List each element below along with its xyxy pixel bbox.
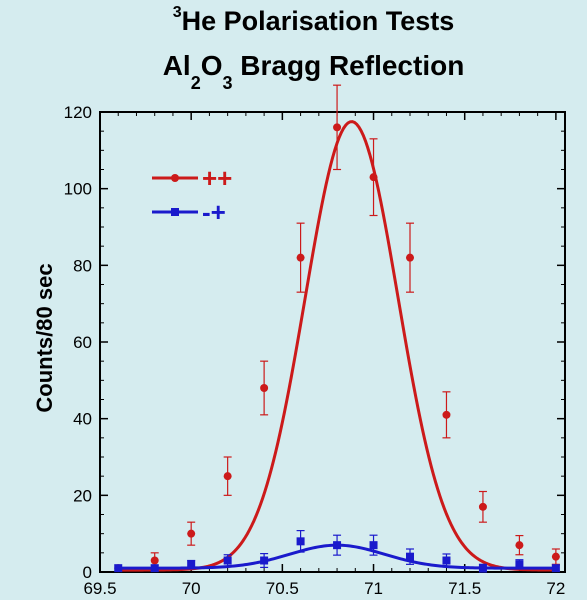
data-point-square [551, 564, 560, 573]
legend-marker-square [171, 208, 179, 216]
legend-marker-circle [171, 174, 179, 182]
data-point-circle [260, 384, 269, 392]
data-point-square [150, 564, 159, 573]
data-point-circle [296, 253, 305, 262]
title-o: O [200, 50, 223, 81]
y-tick-label: 20 [73, 486, 92, 505]
data-point-circle [478, 502, 487, 511]
data-point-square [260, 556, 269, 565]
data-point-square [406, 552, 414, 561]
data-point-square [478, 564, 487, 573]
data-point-square [515, 560, 524, 569]
data-point-square [369, 541, 378, 550]
title-bragg: Bragg Reflection [232, 50, 465, 81]
y-tick-label: 100 [64, 180, 92, 199]
chart-title-line1: 3He Polarisation Tests [20, 4, 587, 37]
data-point-circle [515, 541, 524, 550]
plot-frame [99, 111, 566, 573]
data-point-circle [406, 253, 414, 262]
x-tick-label: 71 [364, 579, 383, 598]
data-point-circle [150, 556, 159, 565]
data-point-square [296, 537, 305, 546]
data-point-circle [187, 529, 196, 538]
chart-title-line2: Al2O3 Bragg Reflection [20, 50, 587, 93]
x-tick-label: 70.5 [266, 579, 299, 598]
data-point-square [442, 556, 451, 565]
title-al: Al [162, 50, 191, 81]
title-superscript: 3 [172, 4, 182, 21]
data-point-circle [333, 123, 342, 132]
title-sub-2: 2 [190, 73, 201, 93]
y-tick-label: 0 [83, 563, 92, 582]
legend-label-minus-plus: -+ [202, 197, 226, 227]
data-point-circle [369, 173, 378, 182]
title-sub-3: 3 [222, 73, 233, 93]
data-point-circle [551, 552, 560, 561]
x-tick-label: 72 [546, 579, 565, 598]
y-tick-label: 120 [64, 103, 92, 122]
data-point-circle [442, 410, 451, 419]
legend-label-plus-plus: ++ [202, 163, 232, 193]
x-tick-label: 70 [182, 579, 201, 598]
x-tick-label: 71.5 [448, 579, 481, 598]
y-tick-label: 60 [73, 333, 92, 352]
title-text-1: He Polarisation Tests [181, 6, 455, 36]
data-point-square [114, 564, 123, 573]
x-tick-label: 69.5 [83, 579, 116, 598]
fit-curve-plus-plus [118, 120, 556, 572]
data-point-square [223, 556, 232, 565]
data-point-square [333, 541, 342, 550]
data-point-circle [223, 472, 232, 481]
data-point-square [187, 560, 196, 569]
y-tick-label: 80 [73, 256, 92, 275]
y-tick-label: 40 [73, 410, 92, 429]
